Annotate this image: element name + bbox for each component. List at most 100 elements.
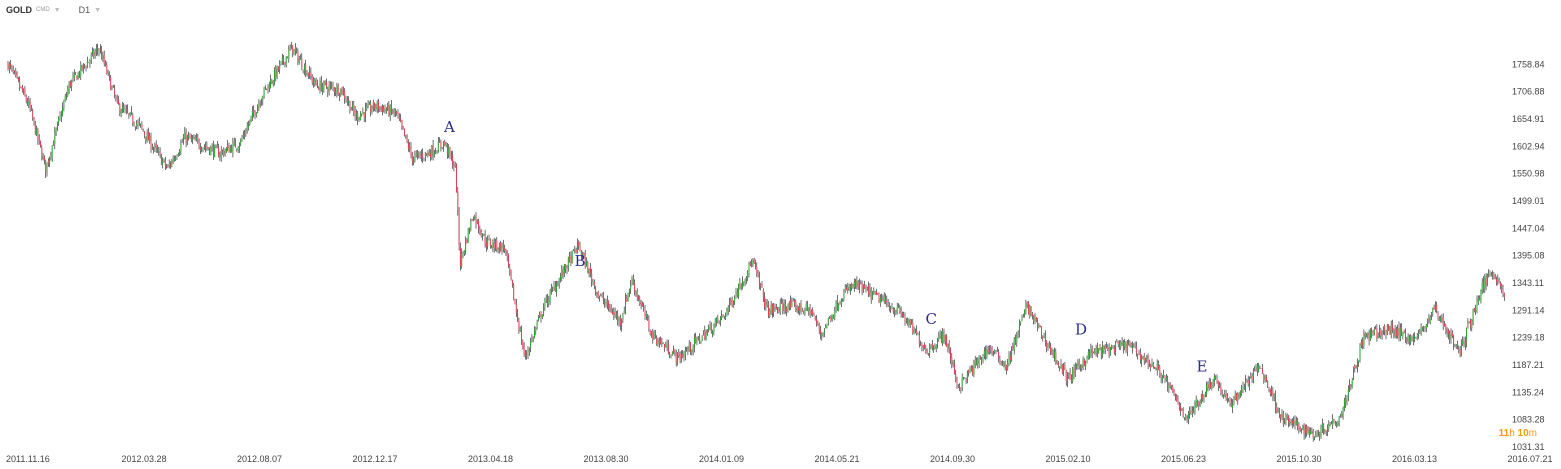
candle-down [1282,413,1284,425]
candle-up [1008,354,1010,365]
candle-down [1039,325,1041,327]
candle-down [1012,345,1014,350]
y-axis: 1758.84 1706.88 1654.91 1602.94 1550.98 1499.… [1512,59,1545,452]
candle-up [873,291,875,293]
y-tick-label: 1706.88 [1512,87,1545,97]
candle-down [164,159,166,167]
candle-down [10,63,12,66]
source-label: CMD [36,7,50,13]
symbol-label[interactable]: GOLD [6,5,32,15]
y-tick-label: 1343.11 [1512,278,1544,288]
candle-up [627,292,629,301]
candle-up [1429,317,1431,322]
candle-up [1003,361,1005,367]
candle-down [557,285,559,287]
candle-up [851,283,853,288]
candle-up [849,286,851,292]
candle-up [1450,332,1452,340]
candle-up [263,87,265,97]
candle-up [883,296,885,302]
candle-up [623,310,625,314]
candle-down [1385,330,1387,335]
candle-down [1463,339,1465,345]
candle-down [147,131,149,141]
candle-up [55,128,57,133]
candle-up [420,154,422,157]
candle-up [163,159,165,161]
candle-down [998,351,1000,358]
candle-up [981,359,983,361]
candle-down [654,332,656,338]
candle-up [1024,310,1026,316]
candle-down [1306,426,1308,433]
candle-down [1276,407,1278,412]
candle-down [27,101,28,105]
candle-up [183,138,184,142]
candle-down [222,150,223,152]
candle-up [1320,427,1322,437]
candle-down [20,86,22,88]
candle-down [731,300,733,305]
candle-up [1013,339,1015,350]
candle-down [758,274,760,285]
candle-down [1050,345,1052,353]
candle-down [297,50,299,63]
candle-down [1355,366,1357,368]
candle-up [1329,423,1331,426]
candle-up [1359,347,1361,361]
candle-up [1104,346,1106,350]
symbol-dropdown-icon[interactable]: ▼ [53,6,61,14]
timeframe-label[interactable]: D1 [78,5,91,15]
candle-down [515,303,517,313]
candle-down [1254,370,1256,372]
candle-down [75,72,77,75]
candle-down [809,307,811,315]
candle-down [354,111,356,118]
candle-down [266,88,268,90]
candle-down [669,355,671,357]
candle-down [1119,342,1120,348]
candle-up [470,219,472,231]
candle-down [452,155,454,167]
candle-down [1042,336,1044,338]
candle-down [595,286,597,294]
y-tick-label: 1499.01 [1512,196,1545,206]
candle-up [220,150,222,157]
candle-down [1263,374,1265,380]
candle-down [1247,380,1249,385]
candle-up [903,314,905,316]
candle-down [578,240,580,247]
candle-up [1189,410,1191,414]
candle-down [218,147,220,157]
candle-down [1289,421,1291,424]
candle-down [602,296,604,302]
candle-down [1475,309,1477,312]
candle-down [1501,284,1503,290]
candle-up [1277,410,1279,412]
candle-down [1403,330,1405,332]
candle-down [504,247,506,251]
candle-down [205,146,207,148]
candle-up [443,141,444,148]
timeframe-dropdown-icon[interactable]: ▼ [94,6,102,14]
candle-up [935,346,937,348]
timer-hours: 11 [1498,428,1510,439]
candle-up [1195,399,1197,407]
candle-up [1324,430,1326,432]
candle-up [879,298,881,304]
candle-up [435,151,437,153]
candle-down [1267,380,1269,386]
candle-down [506,251,508,257]
candle-up [1208,381,1210,388]
candle-down [1223,394,1224,396]
candle-up [1425,324,1427,328]
candle-down [927,353,929,355]
candle-down [115,96,117,98]
candle-down [807,304,808,310]
candle-down [1191,411,1193,413]
candle-down [914,328,916,330]
candle-down [341,87,343,95]
candle-up [367,104,369,108]
candle-up [673,350,675,354]
